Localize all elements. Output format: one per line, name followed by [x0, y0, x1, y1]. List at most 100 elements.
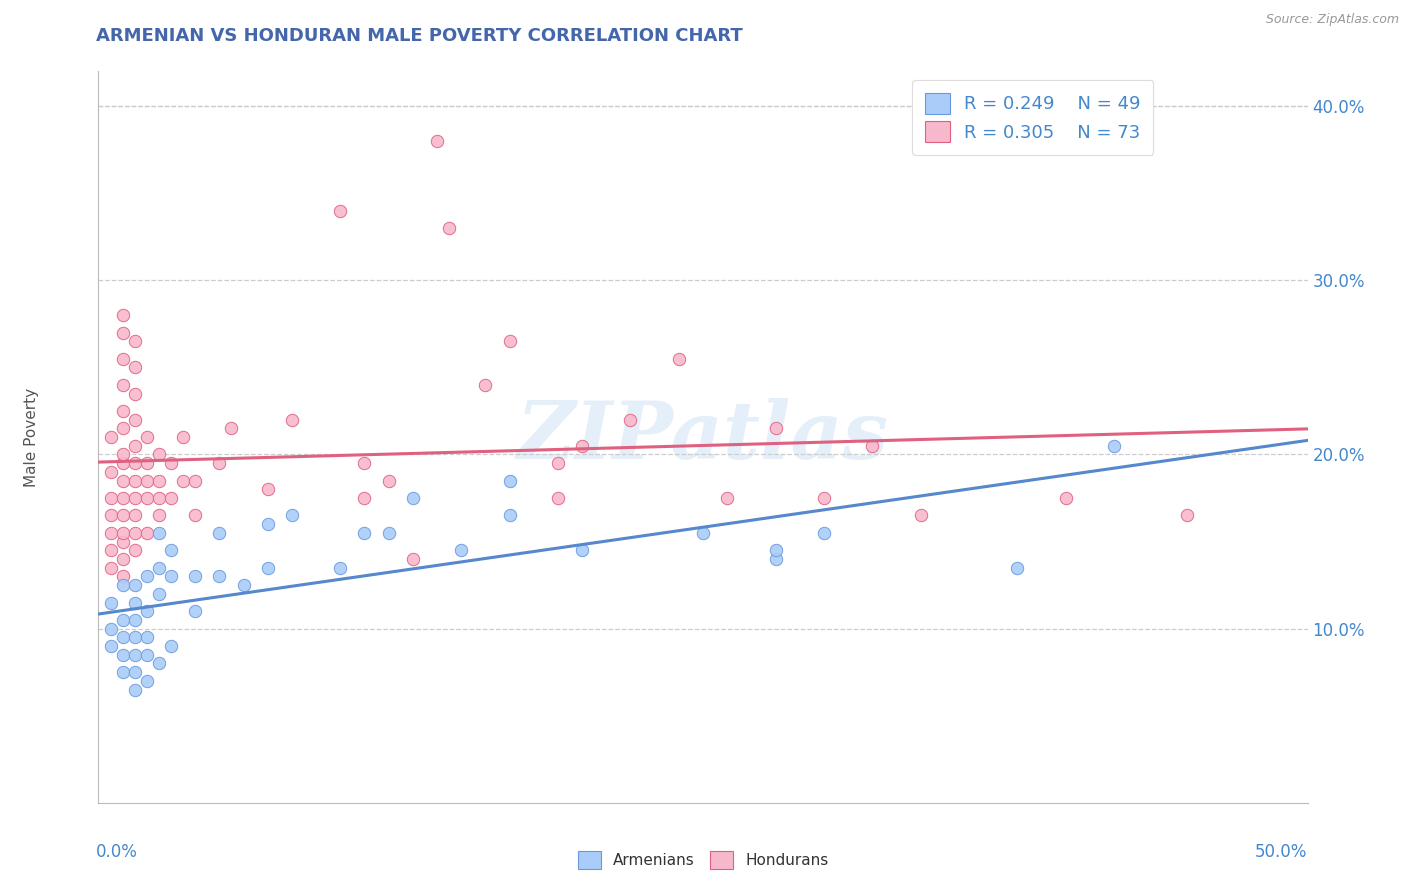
Point	[148, 474, 170, 488]
Point	[148, 525, 170, 540]
Point	[111, 377, 134, 392]
Point	[124, 334, 146, 349]
Point	[124, 412, 146, 426]
Point	[148, 560, 170, 574]
Point	[765, 552, 787, 566]
Point	[221, 421, 243, 435]
Point	[765, 543, 787, 558]
Point	[353, 491, 375, 505]
Point	[256, 517, 278, 532]
Text: Source: ZipAtlas.com: Source: ZipAtlas.com	[1265, 13, 1399, 27]
Point	[498, 334, 520, 349]
Point	[498, 474, 520, 488]
Point	[124, 595, 146, 609]
Point	[208, 456, 231, 470]
Point	[111, 404, 134, 418]
Point	[111, 552, 134, 566]
Point	[100, 639, 122, 653]
Point	[474, 377, 496, 392]
Point	[437, 221, 460, 235]
Point	[184, 474, 207, 488]
Point	[208, 525, 231, 540]
Point	[135, 569, 157, 583]
Point	[184, 508, 207, 523]
Point	[111, 665, 134, 680]
Point	[135, 491, 157, 505]
Point	[1102, 439, 1125, 453]
Point	[100, 560, 122, 574]
Point	[547, 456, 569, 470]
Point	[668, 351, 690, 366]
Point	[111, 613, 134, 627]
Point	[148, 587, 170, 601]
Point	[353, 525, 375, 540]
Point	[910, 508, 932, 523]
Point	[124, 682, 146, 697]
Point	[402, 491, 425, 505]
Point	[124, 474, 146, 488]
Point	[353, 456, 375, 470]
Point	[135, 631, 157, 645]
Point	[765, 421, 787, 435]
Point	[571, 543, 593, 558]
Point	[450, 543, 472, 558]
Legend: R = 0.249    N = 49, R = 0.305    N = 73: R = 0.249 N = 49, R = 0.305 N = 73	[912, 80, 1153, 154]
Point	[692, 525, 714, 540]
Point	[148, 657, 170, 671]
Point	[111, 421, 134, 435]
Point	[1054, 491, 1077, 505]
Text: 0.0%: 0.0%	[96, 843, 138, 861]
Point	[184, 604, 207, 618]
Point	[111, 456, 134, 470]
Point	[100, 508, 122, 523]
Point	[135, 474, 157, 488]
Point	[111, 326, 134, 340]
Point	[111, 308, 134, 322]
Point	[124, 386, 146, 401]
Point	[571, 439, 593, 453]
Text: 50.0%: 50.0%	[1256, 843, 1308, 861]
Point	[148, 448, 170, 462]
Point	[135, 430, 157, 444]
Point	[100, 430, 122, 444]
Point	[813, 525, 835, 540]
Point	[281, 412, 304, 426]
Point	[329, 203, 352, 218]
Point	[1007, 560, 1029, 574]
Point	[111, 631, 134, 645]
Point	[124, 491, 146, 505]
Point	[100, 525, 122, 540]
Point	[135, 525, 157, 540]
Point	[329, 560, 352, 574]
Point	[100, 465, 122, 479]
Point	[619, 412, 641, 426]
Point	[256, 483, 278, 497]
Point	[1175, 508, 1198, 523]
Point	[184, 569, 207, 583]
Point	[124, 665, 146, 680]
Point	[135, 456, 157, 470]
Point	[124, 578, 146, 592]
Point	[172, 474, 194, 488]
Point	[124, 508, 146, 523]
Point	[111, 569, 134, 583]
Point	[111, 351, 134, 366]
Text: ZIPatlas: ZIPatlas	[517, 399, 889, 475]
Point	[377, 525, 399, 540]
Point	[111, 578, 134, 592]
Point	[111, 491, 134, 505]
Point	[135, 673, 157, 688]
Point	[111, 648, 134, 662]
Point	[124, 360, 146, 375]
Point	[160, 491, 183, 505]
Point	[716, 491, 738, 505]
Text: Male Poverty: Male Poverty	[24, 387, 39, 487]
Point	[160, 456, 183, 470]
Point	[160, 569, 183, 583]
Point	[160, 639, 183, 653]
Point	[124, 543, 146, 558]
Point	[111, 508, 134, 523]
Point	[426, 134, 449, 148]
Point	[256, 560, 278, 574]
Point	[402, 552, 425, 566]
